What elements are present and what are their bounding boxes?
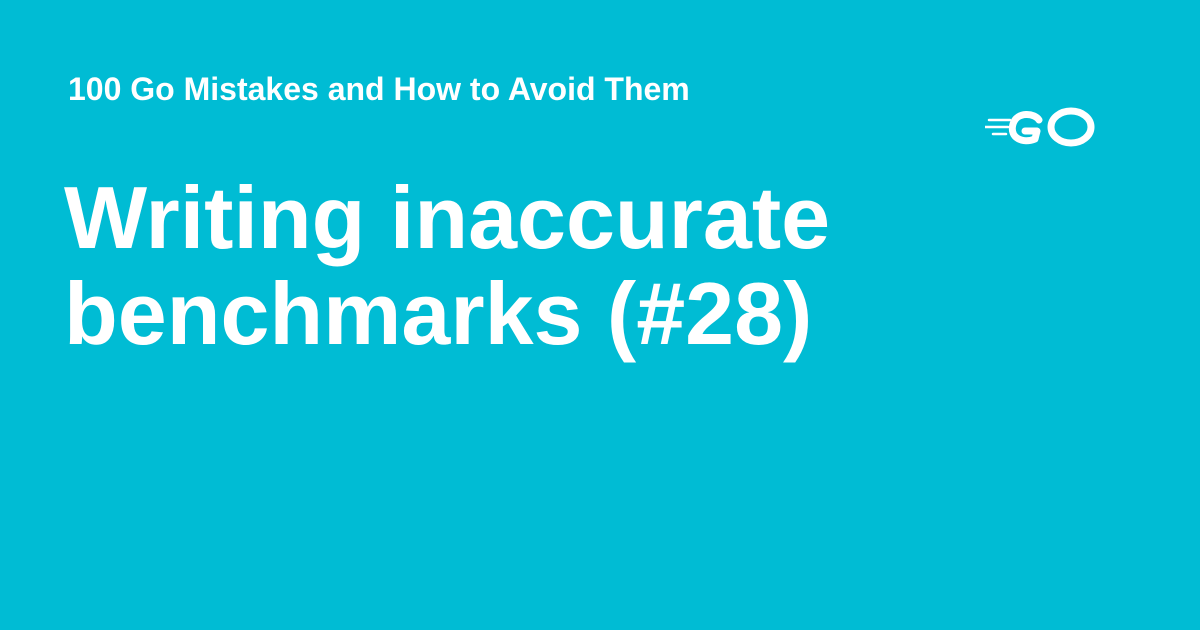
page-title-line-1: Writing inaccurate xyxy=(64,168,831,267)
page-title: Writing inaccurate benchmarks (#28) xyxy=(64,170,1064,362)
site-title: 100 Go Mistakes and How to Avoid Them xyxy=(68,71,690,107)
page-title-line-2: benchmarks (#28) xyxy=(64,264,813,363)
go-logo-icon xyxy=(985,107,1095,147)
